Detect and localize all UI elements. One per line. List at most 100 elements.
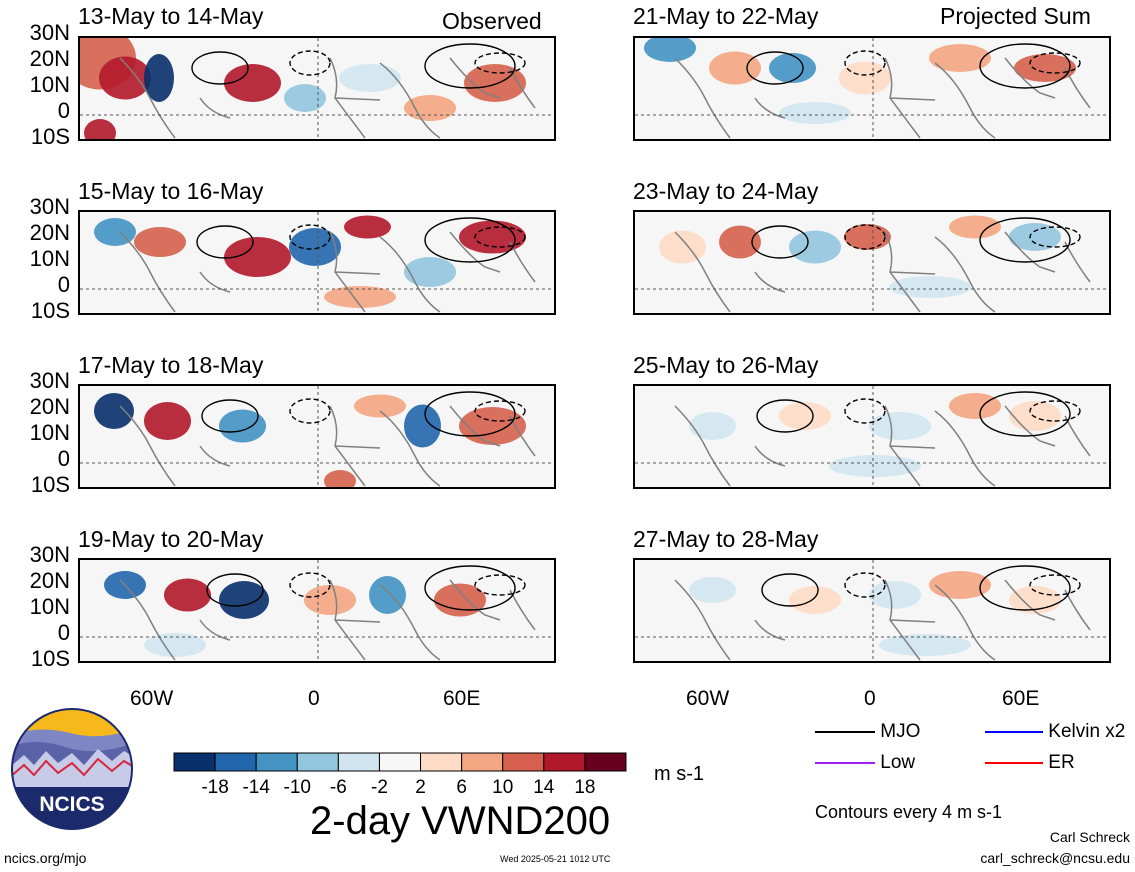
anomaly-shading	[144, 54, 174, 102]
anomaly-shading	[889, 276, 971, 298]
footer-timestamp: Wed 2025-05-21 1012 UTC	[500, 854, 611, 864]
anomaly-shading	[789, 230, 841, 264]
anomaly-shading	[789, 586, 841, 614]
anomaly-shading	[164, 578, 211, 612]
map-panel-left-3	[78, 558, 556, 663]
coastline	[674, 405, 1091, 487]
y-tick-label: 0	[57, 620, 70, 645]
contour-line	[289, 224, 331, 250]
anomaly-shading	[369, 576, 406, 614]
map-panel-left-0	[78, 36, 556, 141]
anomaly-shading	[339, 64, 401, 92]
contour-line	[424, 391, 516, 437]
colorbar-label: -10	[284, 777, 311, 798]
y-tick-label: 10S	[30, 124, 70, 149]
anomaly-shading	[219, 581, 269, 619]
panel-title: 21-May to 22-May	[633, 3, 819, 29]
anomaly-shading	[404, 95, 456, 121]
contour-line	[979, 43, 1071, 89]
colorbar-swatch	[378, 752, 422, 772]
colorbar-label: -6	[330, 777, 347, 798]
coastline	[119, 405, 536, 487]
colorbar-swatch	[173, 752, 216, 772]
contour-line	[1029, 52, 1081, 74]
anomaly-shading	[144, 402, 191, 440]
colorbar-label: -18	[201, 777, 228, 798]
legend-low: Low	[815, 752, 915, 774]
contour-line	[206, 573, 264, 607]
anomaly-shading	[99, 56, 151, 100]
anomaly-shading	[289, 228, 341, 266]
colorbar-label: -14	[242, 777, 270, 798]
contour-line	[424, 43, 516, 89]
footer-author: Carl Schreck	[1049, 829, 1130, 845]
logo-text: NCICS	[39, 793, 104, 816]
y-tick-label: 30N	[29, 194, 70, 219]
map-panel-left-2	[78, 384, 556, 489]
anomaly-shading	[839, 61, 891, 95]
contour-line	[761, 573, 819, 607]
contour-line	[474, 226, 526, 248]
contour-line	[474, 52, 526, 74]
anomaly-shading	[1014, 54, 1076, 82]
contour-line	[844, 398, 886, 424]
anomaly-shading	[1009, 223, 1061, 251]
colorbar-swatch	[255, 752, 298, 772]
contour-line	[424, 565, 516, 611]
panel-title: 27-May to 28-May	[633, 526, 819, 552]
contour-line	[1029, 226, 1081, 248]
colorbar-swatch	[420, 752, 463, 772]
x-tick-label: 60E	[443, 687, 481, 710]
y-tick-label: 10N	[29, 420, 70, 445]
anomaly-shading	[224, 64, 281, 102]
anomaly-shading	[844, 224, 891, 250]
footer-email: carl_schreck@ncsu.edu	[980, 850, 1130, 866]
contour-line	[844, 224, 886, 250]
map-panel-right-3	[633, 558, 1111, 663]
anomaly-shading	[869, 412, 931, 440]
contour-line	[1029, 574, 1081, 596]
panel-title: 23-May to 24-May	[633, 178, 819, 204]
anomaly-shading	[434, 583, 486, 617]
contour-line	[289, 50, 331, 76]
coastline	[119, 57, 536, 139]
contour-line	[756, 399, 814, 433]
anomaly-shading	[344, 215, 391, 239]
anomaly-shading	[719, 225, 761, 259]
y-tick-label: 0	[57, 98, 70, 123]
colorbar-label: 14	[533, 777, 555, 798]
x-tick-label: 60W	[686, 687, 730, 710]
panel-title: 17-May to 18-May	[78, 352, 264, 378]
map-panel-right-2	[633, 384, 1111, 489]
colorbar-unit: m s-1	[654, 763, 704, 785]
legend-er-swatch	[985, 761, 1043, 764]
contour-line	[196, 225, 254, 259]
anomaly-shading	[459, 220, 526, 254]
anomaly-shading	[644, 38, 696, 62]
map-panel-right-1	[633, 210, 1111, 315]
y-tick-label: 20N	[29, 394, 70, 419]
legend-mjo-swatch	[815, 730, 875, 733]
contour-line	[979, 217, 1071, 263]
anomaly-shading	[284, 84, 326, 112]
legend-kelvin: Kelvin x2	[985, 721, 1125, 743]
colorbar-swatch	[543, 752, 586, 772]
x-tick-label: 60W	[130, 687, 174, 710]
coastline	[674, 57, 1091, 139]
contour-note: Contours every 4 m s-1	[815, 802, 1003, 822]
anomaly-shading	[659, 230, 706, 264]
coastline	[674, 231, 1091, 313]
anomaly-shading	[949, 215, 1001, 239]
anomaly-shading	[324, 470, 356, 487]
anomaly-shading	[134, 227, 186, 257]
colorbar-swatch	[461, 752, 504, 772]
contour-line	[424, 217, 516, 263]
anomaly-shading	[869, 581, 921, 609]
contour-line	[751, 225, 809, 259]
x-tick-label: 60E	[1002, 687, 1040, 710]
y-tick-label: 10S	[30, 646, 70, 671]
anomaly-shading	[689, 577, 736, 603]
anomaly-shading	[779, 102, 851, 124]
anomaly-shading	[354, 394, 406, 418]
map-panel-left-1	[78, 210, 556, 315]
